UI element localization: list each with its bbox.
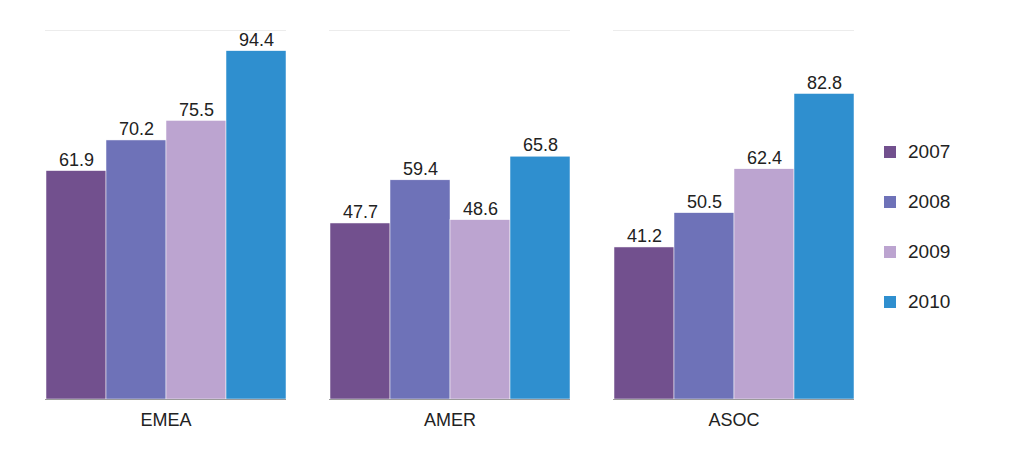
svg-text:82.8: 82.8 (807, 73, 842, 93)
svg-text:50.5: 50.5 (687, 192, 722, 212)
svg-text:94.4: 94.4 (239, 30, 274, 50)
svg-text:70.2: 70.2 (119, 119, 154, 139)
svg-text:48.6: 48.6 (463, 199, 498, 219)
svg-text:AMER: AMER (424, 410, 476, 430)
svg-text:59.4: 59.4 (403, 159, 438, 179)
svg-text:47.7: 47.7 (343, 202, 378, 222)
svg-text:EMEA: EMEA (140, 410, 191, 430)
svg-text:75.5: 75.5 (179, 100, 214, 120)
svg-text:61.9: 61.9 (59, 150, 94, 170)
html-text:2009: 2009 (908, 241, 951, 262)
svg-text:ASOC: ASOC (708, 410, 759, 430)
html-text:2010: 2010 (908, 291, 951, 312)
html-text:2008: 2008 (908, 191, 951, 212)
svg-text:65.8: 65.8 (523, 135, 558, 155)
svg-text:41.2: 41.2 (627, 226, 662, 246)
html-text:2007: 2007 (908, 141, 951, 162)
svg-text:62.4: 62.4 (747, 148, 782, 168)
